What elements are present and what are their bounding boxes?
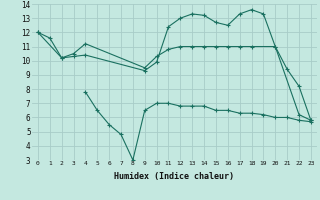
X-axis label: Humidex (Indice chaleur): Humidex (Indice chaleur) bbox=[115, 172, 234, 181]
